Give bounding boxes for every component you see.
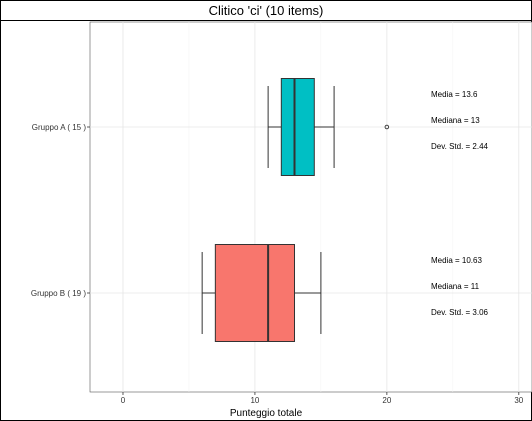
category-labels: Gruppo A ( 15 ) Gruppo B ( 19 ) [31, 123, 90, 298]
x-axis-ticks: 0 10 20 30 [121, 392, 524, 405]
stat-label: Dev. Std. = 3.06 [431, 308, 489, 317]
stat-label: Media = 10.63 [431, 256, 482, 265]
x-axis-title: Punteggio totale [230, 408, 303, 419]
stat-label: Mediana = 13 [431, 116, 480, 125]
category-label: Gruppo B ( 19 ) [31, 289, 86, 298]
stat-label: Mediana = 11 [431, 282, 480, 291]
stat-annotations: Media = 13.6 Mediana = 13 Dev. Std. = 2.44… [431, 90, 489, 317]
outlier-point [384, 124, 390, 130]
x-tick-label: 10 [250, 396, 259, 405]
box-iqr [214, 244, 296, 342]
stat-label: Dev. Std. = 2.44 [431, 142, 489, 151]
x-tick-label: 20 [382, 396, 391, 405]
boxplots [201, 78, 390, 342]
chart-title: Clitico 'ci' (10 items) [209, 3, 324, 18]
category-label: Gruppo A ( 15 ) [32, 123, 87, 132]
box-iqr [280, 78, 315, 176]
x-tick-label: 0 [121, 396, 126, 405]
plot-panel [89, 21, 532, 393]
stat-label: Media = 13.6 [431, 90, 478, 99]
x-tick-label: 30 [514, 396, 523, 405]
